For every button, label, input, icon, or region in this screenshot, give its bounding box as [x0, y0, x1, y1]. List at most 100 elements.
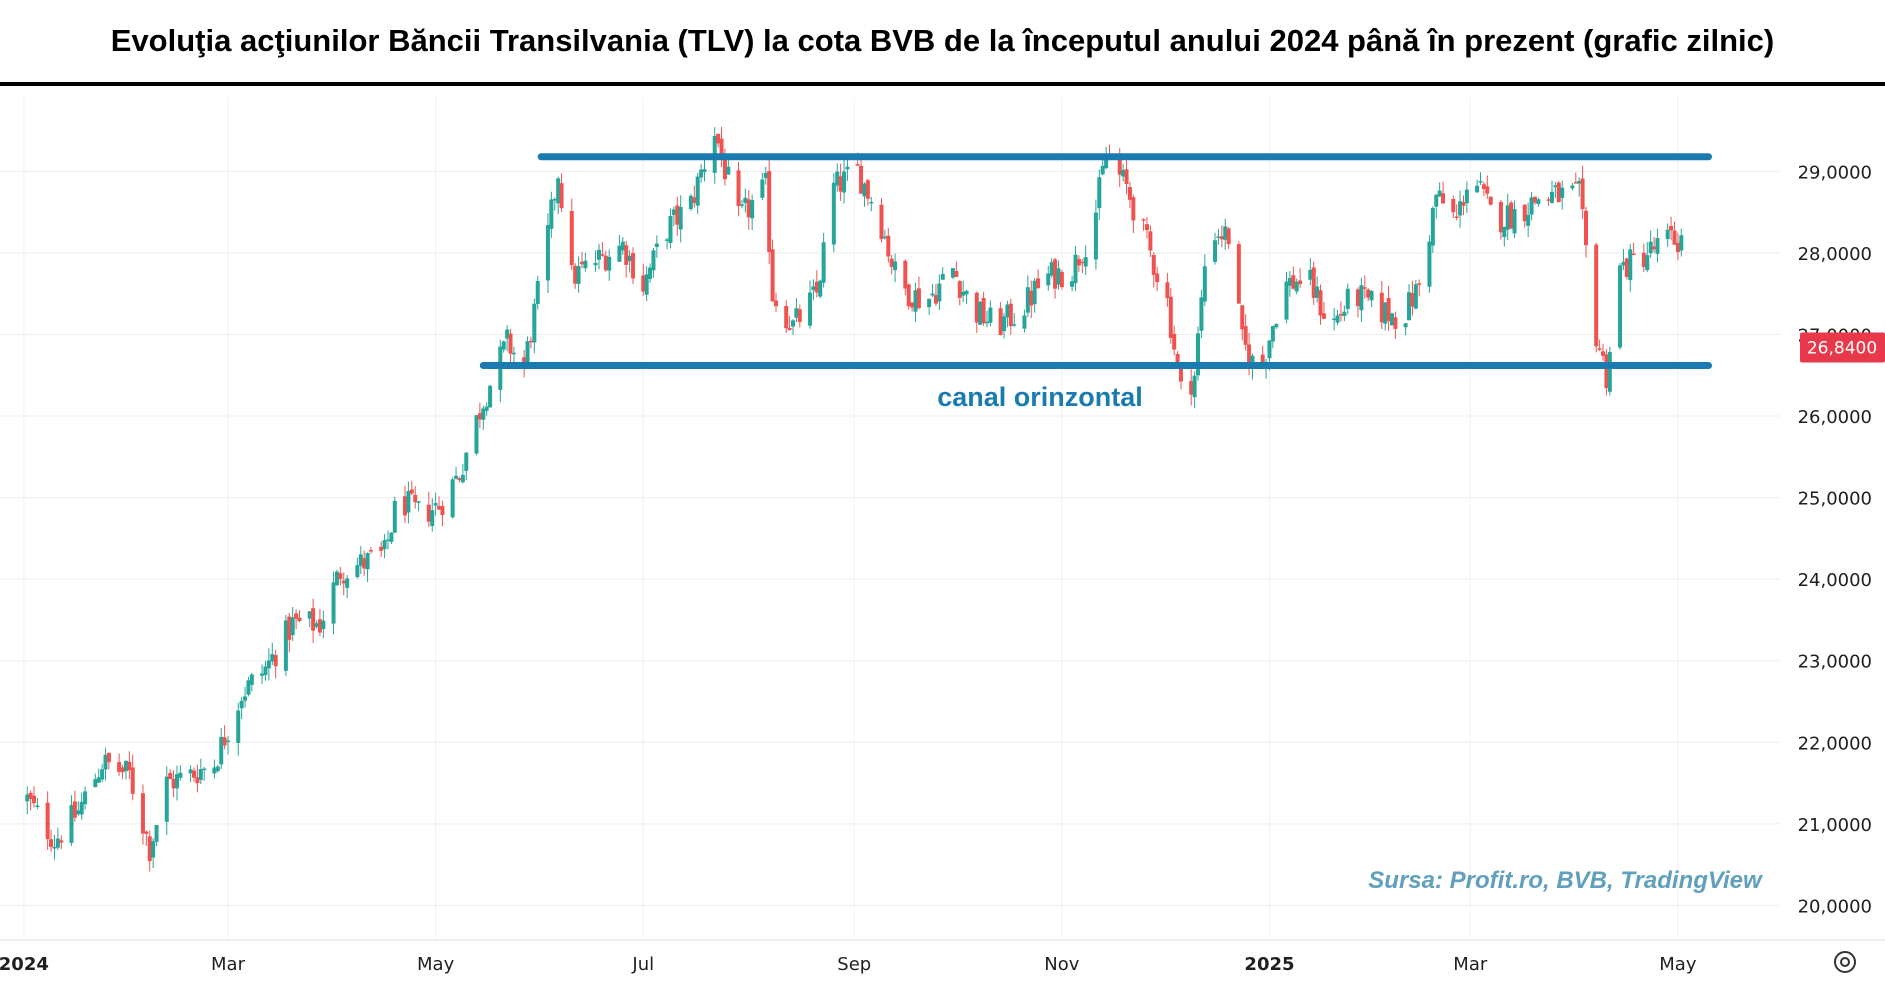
- candle-body: [573, 265, 578, 284]
- candle-body: [522, 357, 527, 367]
- candle-body: [1216, 236, 1221, 238]
- candle-body: [1093, 212, 1098, 260]
- candle-body: [933, 295, 938, 304]
- candle-body: [746, 199, 751, 218]
- candle-body: [239, 700, 244, 709]
- candlestick-chart[interactable]: 20,0000 21,0000 22,0000 23,0000 24,0000 25,00…: [0, 88, 1885, 983]
- candle-body: [1679, 235, 1684, 251]
- candle-body: [961, 291, 966, 296]
- candle-body: [528, 340, 533, 343]
- candle-body: [314, 623, 319, 627]
- candle-body: [1628, 249, 1633, 281]
- candle-body: [76, 810, 81, 815]
- candle-body: [1390, 313, 1395, 326]
- candle-body: [549, 199, 554, 229]
- candle-body: [974, 292, 979, 323]
- candle-body: [474, 415, 479, 454]
- candle-body: [583, 260, 588, 269]
- candle-body: [389, 532, 394, 542]
- candle-body: [1407, 292, 1412, 321]
- candle-body: [773, 300, 778, 307]
- candle-body: [794, 308, 799, 318]
- candle-body: [1345, 288, 1350, 309]
- candle-body: [198, 769, 203, 781]
- candle-body: [1097, 177, 1102, 209]
- candle-body: [1393, 317, 1398, 329]
- candle-body: [1308, 269, 1313, 280]
- candle-body: [1505, 205, 1510, 230]
- y-tick-label: 24,0000: [1798, 570, 1872, 591]
- candle-body: [283, 620, 288, 671]
- candle-body: [430, 510, 435, 526]
- candle-body: [59, 840, 64, 843]
- candle-body: [1488, 196, 1493, 205]
- candle-body: [1434, 194, 1439, 207]
- candle-body: [1056, 268, 1061, 285]
- candle-body: [791, 320, 796, 327]
- candle-body: [1597, 348, 1602, 350]
- candle-body: [1332, 318, 1337, 321]
- candle-body: [950, 268, 955, 278]
- candle-body: [838, 176, 843, 192]
- x-tick-label: 2025: [1244, 954, 1294, 975]
- candle-body: [294, 613, 299, 619]
- candle-body: [1502, 226, 1507, 238]
- candle-body: [699, 169, 704, 178]
- candle-body: [913, 290, 918, 312]
- candle-body: [505, 329, 510, 339]
- candle-body: [1236, 244, 1241, 304]
- candle-body: [1080, 261, 1085, 264]
- candle-body: [1383, 302, 1388, 324]
- candle-body: [1121, 170, 1126, 177]
- candle-body: [1005, 304, 1010, 318]
- last-price-label: 26,8400: [1800, 332, 1885, 363]
- candle-body: [893, 261, 898, 271]
- candle-body: [1165, 282, 1170, 299]
- chart-title-text: Evoluţia acţiunilor Băncii Transilvania …: [110, 23, 1775, 58]
- candle-body: [651, 250, 656, 271]
- candle-body: [620, 241, 625, 251]
- candle-body: [1655, 238, 1660, 254]
- gear-icon[interactable]: [1834, 951, 1856, 973]
- candle-body: [317, 619, 322, 633]
- candle-body: [290, 617, 295, 636]
- candle-body: [552, 199, 557, 201]
- candle-body: [1213, 240, 1218, 262]
- candles: [25, 126, 1684, 872]
- candle-body: [988, 307, 993, 323]
- candle-body: [355, 565, 360, 578]
- candle-body: [100, 769, 105, 780]
- candle-body: [569, 210, 574, 266]
- candle-body: [535, 281, 540, 304]
- candle-body: [978, 301, 983, 325]
- candle-body: [123, 760, 128, 772]
- candle-body: [1560, 187, 1565, 198]
- candle-body: [1417, 283, 1422, 285]
- candle-body: [1274, 324, 1279, 328]
- candle-body: [1192, 375, 1197, 398]
- candle-body: [385, 539, 390, 542]
- candle-body: [1008, 303, 1013, 327]
- candle-body: [736, 170, 741, 207]
- candle-body: [311, 608, 316, 631]
- candle-body: [835, 171, 840, 186]
- candle-body: [1624, 258, 1629, 277]
- grid-lines: [0, 98, 1780, 938]
- candle-body: [1189, 380, 1194, 395]
- candle-body: [188, 769, 193, 774]
- candle-body: [869, 201, 874, 204]
- candle-body: [1219, 236, 1224, 240]
- candle-body: [222, 737, 227, 746]
- candle-body: [1311, 267, 1316, 298]
- candle-body: [855, 164, 860, 166]
- candle-body: [1029, 290, 1034, 306]
- candle-body: [1298, 280, 1303, 285]
- candle-body: [1073, 254, 1078, 284]
- candle-body: [607, 256, 612, 271]
- candle-body: [1549, 191, 1554, 203]
- candle-body: [722, 154, 727, 180]
- candle-body: [1141, 219, 1146, 221]
- candle-body: [1536, 199, 1541, 205]
- candle-body: [365, 552, 370, 570]
- candle-body: [481, 408, 486, 420]
